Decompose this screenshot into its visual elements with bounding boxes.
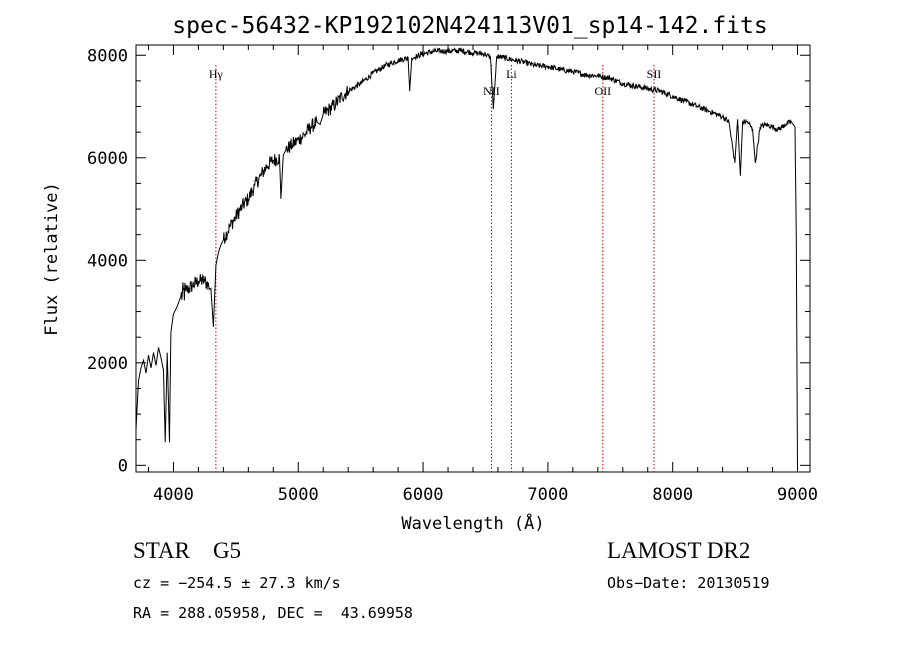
marker-label: OII [594, 84, 611, 98]
y-axis: 0 2000 4000 6000 8000 [87, 46, 810, 476]
y-tick-label: 8000 [87, 46, 128, 66]
y-axis-label: Flux (relative) [42, 182, 62, 336]
y-tick-label: 6000 [87, 149, 128, 169]
line-markers: Hγ NII Li OII SII [209, 65, 661, 472]
x-axis-label: Wavelength (Å) [401, 512, 544, 534]
marker-label: Li [506, 67, 517, 81]
y-tick-label: 2000 [87, 354, 128, 374]
chart-title: spec-56432-KP192102N424113V01_sp14-142.f… [172, 13, 767, 39]
x-tick-label: 7000 [527, 485, 568, 505]
y-tick-label: 4000 [87, 251, 128, 271]
marker-label: Hγ [209, 67, 224, 81]
marker-label: NII [483, 84, 500, 98]
redshift-text: cz = −254.5 ± 27.3 km/s [133, 574, 341, 592]
object-class: STAR G5 [133, 538, 242, 563]
x-tick-label: 4000 [153, 485, 194, 505]
plot-frame [135, 44, 811, 473]
spectrum-line [135, 46, 798, 473]
obs-date-text: Obs−Date: 20130519 [607, 574, 770, 592]
survey-name: LAMOST DR2 [607, 538, 751, 563]
coordinates-text: RA = 288.05958, DEC = 43.69958 [133, 604, 413, 622]
x-tick-label: 6000 [403, 485, 444, 505]
x-tick-label: 9000 [777, 485, 818, 505]
marker-label: SII [647, 67, 662, 81]
y-tick-label: 0 [118, 456, 128, 476]
x-tick-label: 5000 [278, 485, 319, 505]
x-tick-label: 8000 [652, 485, 693, 505]
